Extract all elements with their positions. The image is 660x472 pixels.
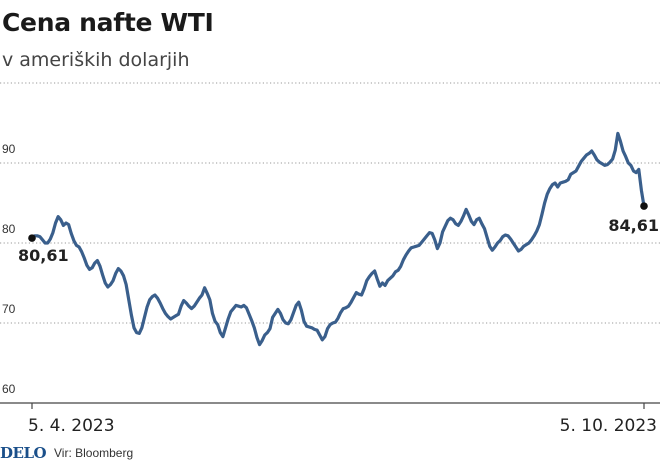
end-value-label: 84,61: [608, 216, 659, 235]
chart-title: Cena nafte WTI: [2, 8, 214, 37]
start-point: [28, 234, 36, 242]
y-tick-label: 60: [2, 382, 16, 396]
y-tick-label: 70: [2, 302, 16, 316]
start-value-label: 80,61: [18, 246, 69, 265]
end-point: [640, 202, 648, 210]
source-note: Vir: Bloomberg: [54, 446, 134, 460]
series-line: [30, 131, 646, 347]
x-tick-label: 5. 4. 2023: [28, 416, 115, 436]
chart-subtitle: v ameriških dolarjih: [2, 49, 190, 71]
y-tick-label: 80: [2, 222, 16, 236]
delo-logo: DELO: [0, 444, 47, 462]
x-tick-label: 5. 10. 2023: [560, 416, 657, 436]
y-tick-label: 90: [2, 142, 16, 156]
